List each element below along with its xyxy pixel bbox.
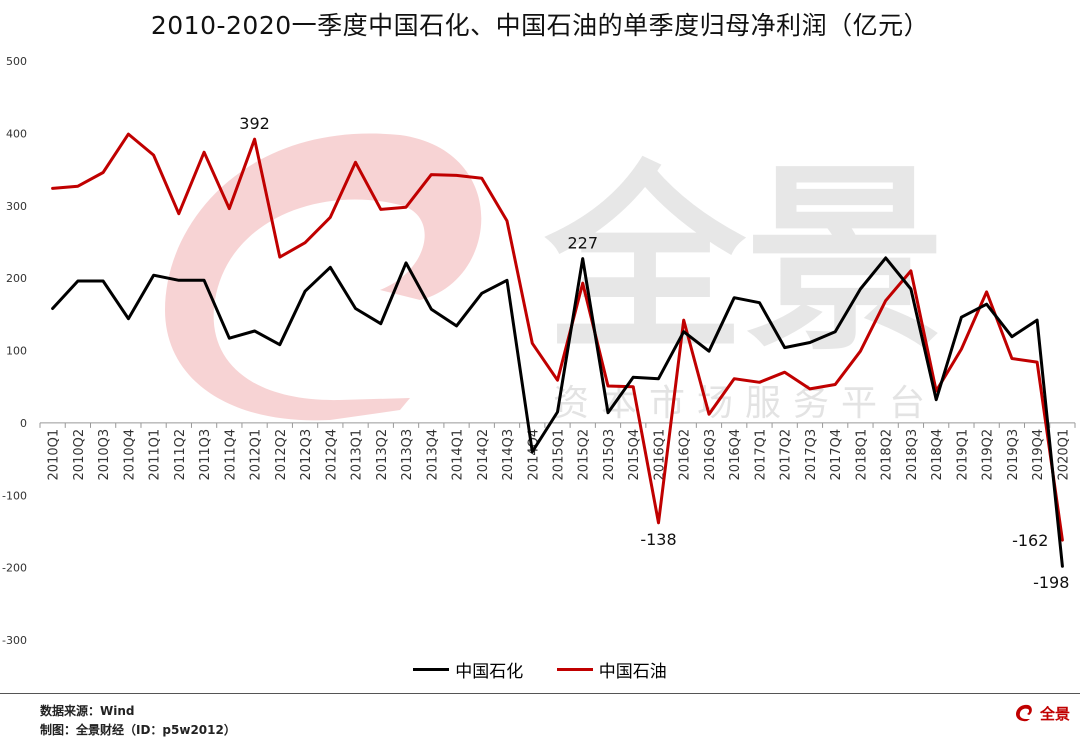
- x-axis: 2010Q1 2010Q2 2010Q3 2010Q4 2011Q1 2011Q2 2011…: [39, 422, 1076, 481]
- x-tick-label: 2013Q1: [350, 429, 365, 481]
- x-tick-label: 2018Q2: [880, 429, 895, 481]
- y-tick-label: 500: [6, 55, 27, 68]
- x-tick-label: 2015Q4: [627, 429, 642, 481]
- x-tick-label: 2020Q1: [1056, 429, 1071, 481]
- x-tick-label: 2013Q3: [400, 429, 415, 481]
- footer-divider: [0, 693, 1080, 694]
- x-tick-label: 2011Q3: [198, 429, 213, 481]
- y-tick-label: 300: [6, 200, 27, 213]
- watermark: 全景 资本市场服务平台: [165, 133, 945, 424]
- x-tick-label: 2016Q1: [652, 429, 667, 481]
- x-tick-label: 2018Q3: [905, 429, 920, 481]
- x-tick-label: 2013Q4: [425, 429, 440, 481]
- x-tick-label: 2017Q4: [829, 429, 844, 481]
- x-tick-label: 2019Q2: [981, 429, 996, 481]
- y-tick-label: 200: [6, 272, 27, 285]
- x-tick-label: 2011Q1: [148, 429, 163, 481]
- y-tick-label: 100: [6, 345, 27, 358]
- x-tick-label: 2014Q2: [476, 429, 491, 481]
- brand-text: 全景: [1039, 704, 1070, 723]
- x-tick-label: 2013Q2: [375, 429, 390, 481]
- brand-icon: [1015, 704, 1032, 722]
- x-tick-label: 2017Q2: [779, 429, 794, 481]
- legend-label-sinopec: 中国石化: [455, 662, 524, 682]
- x-tick-label: 2016Q3: [703, 429, 718, 481]
- x-tick-label: 2014Q1: [451, 429, 466, 481]
- data-label: 227: [567, 234, 598, 253]
- x-tick-label: 2019Q4: [1031, 429, 1046, 481]
- x-tick-label: 2012Q1: [249, 429, 264, 481]
- chart-title: 2010-2020一季度中国石化、中国石油的单季度归母净利润（亿元）: [150, 11, 930, 40]
- x-tick-label: 2018Q4: [930, 429, 945, 481]
- legend-swatch-petrochina: [556, 668, 593, 671]
- y-tick-label: 0: [20, 417, 27, 430]
- y-tick-label: 400: [6, 127, 27, 140]
- brand-logo: 全景: [1014, 702, 1070, 724]
- x-tick-label: 2015Q2: [577, 429, 592, 481]
- x-tick-label: 2011Q2: [173, 429, 188, 481]
- x-tick-label: 2012Q4: [324, 429, 339, 481]
- x-tick-label: 2014Q4: [526, 429, 541, 481]
- x-tick-label: 2012Q3: [299, 429, 314, 481]
- data-source: 数据来源：Wind: [40, 704, 135, 718]
- x-tick-label: 2015Q3: [602, 429, 617, 481]
- legend-swatch-sinopec: [413, 668, 450, 671]
- y-axis: -300 -200 -100 0 100 200 300 400 500: [2, 55, 27, 647]
- series-layer: [51, 132, 1064, 568]
- watermark-main-text: 全景: [544, 145, 945, 378]
- x-tick-label: 2018Q1: [854, 429, 869, 481]
- x-tick-label: 2010Q3: [97, 429, 112, 481]
- legend-item-sinopec: 中国石化: [413, 657, 523, 682]
- series-line-1: [51, 132, 1064, 542]
- legend: 中国石化 中国石油: [0, 656, 1080, 682]
- x-tick-label: 2011Q4: [223, 429, 238, 481]
- y-tick-label: -200: [2, 562, 27, 575]
- series-line-0: [51, 256, 1064, 568]
- x-tick-label: 2015Q1: [552, 429, 567, 481]
- y-tick-label: -300: [2, 634, 27, 647]
- x-tick-label: 2010Q1: [47, 429, 62, 481]
- data-label: -138: [640, 530, 676, 549]
- x-tick-label: 2016Q2: [678, 429, 693, 481]
- x-tick-label: 2010Q2: [72, 429, 87, 481]
- data-label: -162: [1012, 531, 1048, 550]
- y-tick-label: -100: [2, 489, 27, 502]
- legend-item-petrochina: 中国石油: [556, 657, 667, 682]
- data-label: -198: [1033, 573, 1069, 592]
- x-tick-label: 2014Q3: [501, 429, 516, 481]
- annotation-layer: 392 227 -138 -162 -198: [239, 114, 1069, 592]
- watermark-sub-text: 资本市场服务平台: [553, 383, 937, 424]
- x-tick-label: 2016Q4: [728, 429, 743, 481]
- x-tick-label: 2010Q4: [122, 429, 137, 481]
- watermark-logo: [165, 133, 482, 421]
- x-tick-label: 2017Q3: [804, 429, 819, 481]
- data-label: 392: [239, 114, 270, 133]
- x-tick-label: 2012Q2: [274, 429, 289, 481]
- x-tick-label: 2019Q3: [1006, 429, 1021, 481]
- x-tick-label: 2017Q1: [753, 429, 768, 481]
- legend-label-petrochina: 中国石油: [598, 662, 667, 682]
- chart-maker: 制图：全景财经（ID：p5w2012）: [40, 723, 236, 737]
- x-tick-label: 2019Q1: [955, 429, 970, 481]
